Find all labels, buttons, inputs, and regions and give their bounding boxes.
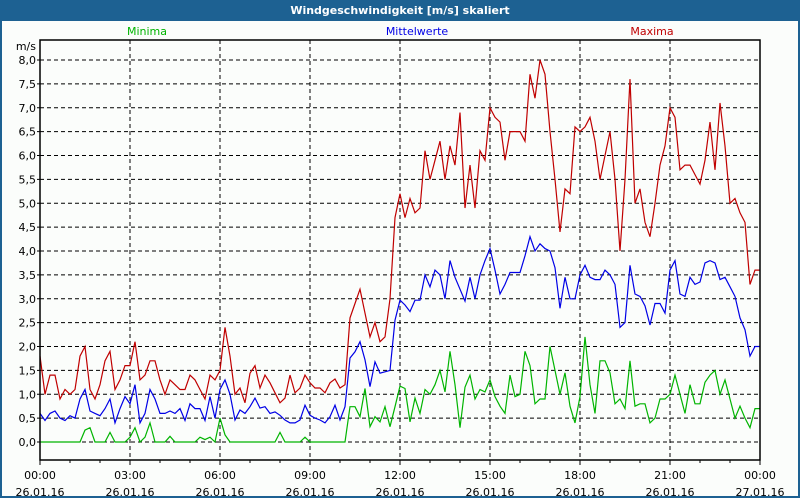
x-tick-date: 26.01.16 <box>196 486 245 499</box>
x-tick-time: 00:00 <box>744 469 776 482</box>
y-tick-label: 8,0 <box>19 54 37 67</box>
x-tick-date: 26.01.16 <box>646 486 695 499</box>
y-tick-label: 0,0 <box>19 436 37 449</box>
series-line-maxima <box>39 59 760 404</box>
x-tick-date: 26.01.16 <box>16 486 65 499</box>
x-tick-date: 26.01.16 <box>286 486 335 499</box>
y-axis-label: m/s <box>16 40 36 53</box>
series-line-mittelwerte <box>39 234 760 426</box>
x-tick-date: 27.01.16 <box>736 486 785 499</box>
y-tick-label: 4,0 <box>19 245 37 258</box>
legend-mittelwerte: Mittelwerte <box>386 25 449 38</box>
y-tick-label: 0,5 <box>19 412 37 425</box>
y-tick-label: 3,5 <box>19 269 37 282</box>
x-tick-time: 12:00 <box>384 469 416 482</box>
x-tick-time: 09:00 <box>294 469 326 482</box>
y-tick-label: 3,0 <box>19 293 37 306</box>
x-tick-date: 26.01.16 <box>466 486 515 499</box>
x-tick-date: 26.01.16 <box>376 486 425 499</box>
y-tick-label: 7,0 <box>19 102 37 115</box>
y-tick-label: 6,5 <box>19 126 37 139</box>
x-tick-time: 21:00 <box>654 469 686 482</box>
x-tick-time: 00:00 <box>24 469 56 482</box>
y-tick-label: 2,0 <box>19 341 37 354</box>
x-tick-date: 26.01.16 <box>556 486 605 499</box>
x-tick-time: 15:00 <box>474 469 506 482</box>
x-tick-date: 26.01.16 <box>106 486 155 499</box>
y-tick-label: 7,5 <box>19 78 37 91</box>
y-tick-label: 4,5 <box>19 221 37 234</box>
plot-frame <box>39 39 761 461</box>
legend-maxima: Maxima <box>630 25 673 38</box>
window-title: Windgeschwindigkeit [m/s] skaliert <box>0 0 800 21</box>
y-tick-label: 5,0 <box>19 197 37 210</box>
series-line-minima <box>40 336 760 444</box>
y-tick-label: 5,5 <box>19 173 37 186</box>
y-tick-label: 1,0 <box>19 388 37 401</box>
x-tick-time: 18:00 <box>564 469 596 482</box>
y-tick-label: 2,5 <box>19 317 37 330</box>
x-tick-time: 03:00 <box>114 469 146 482</box>
y-tick-label: 6,0 <box>19 150 37 163</box>
legend-minima: Minima <box>127 25 167 38</box>
x-tick-time: 06:00 <box>204 469 236 482</box>
y-tick-label: 1,5 <box>19 364 37 377</box>
